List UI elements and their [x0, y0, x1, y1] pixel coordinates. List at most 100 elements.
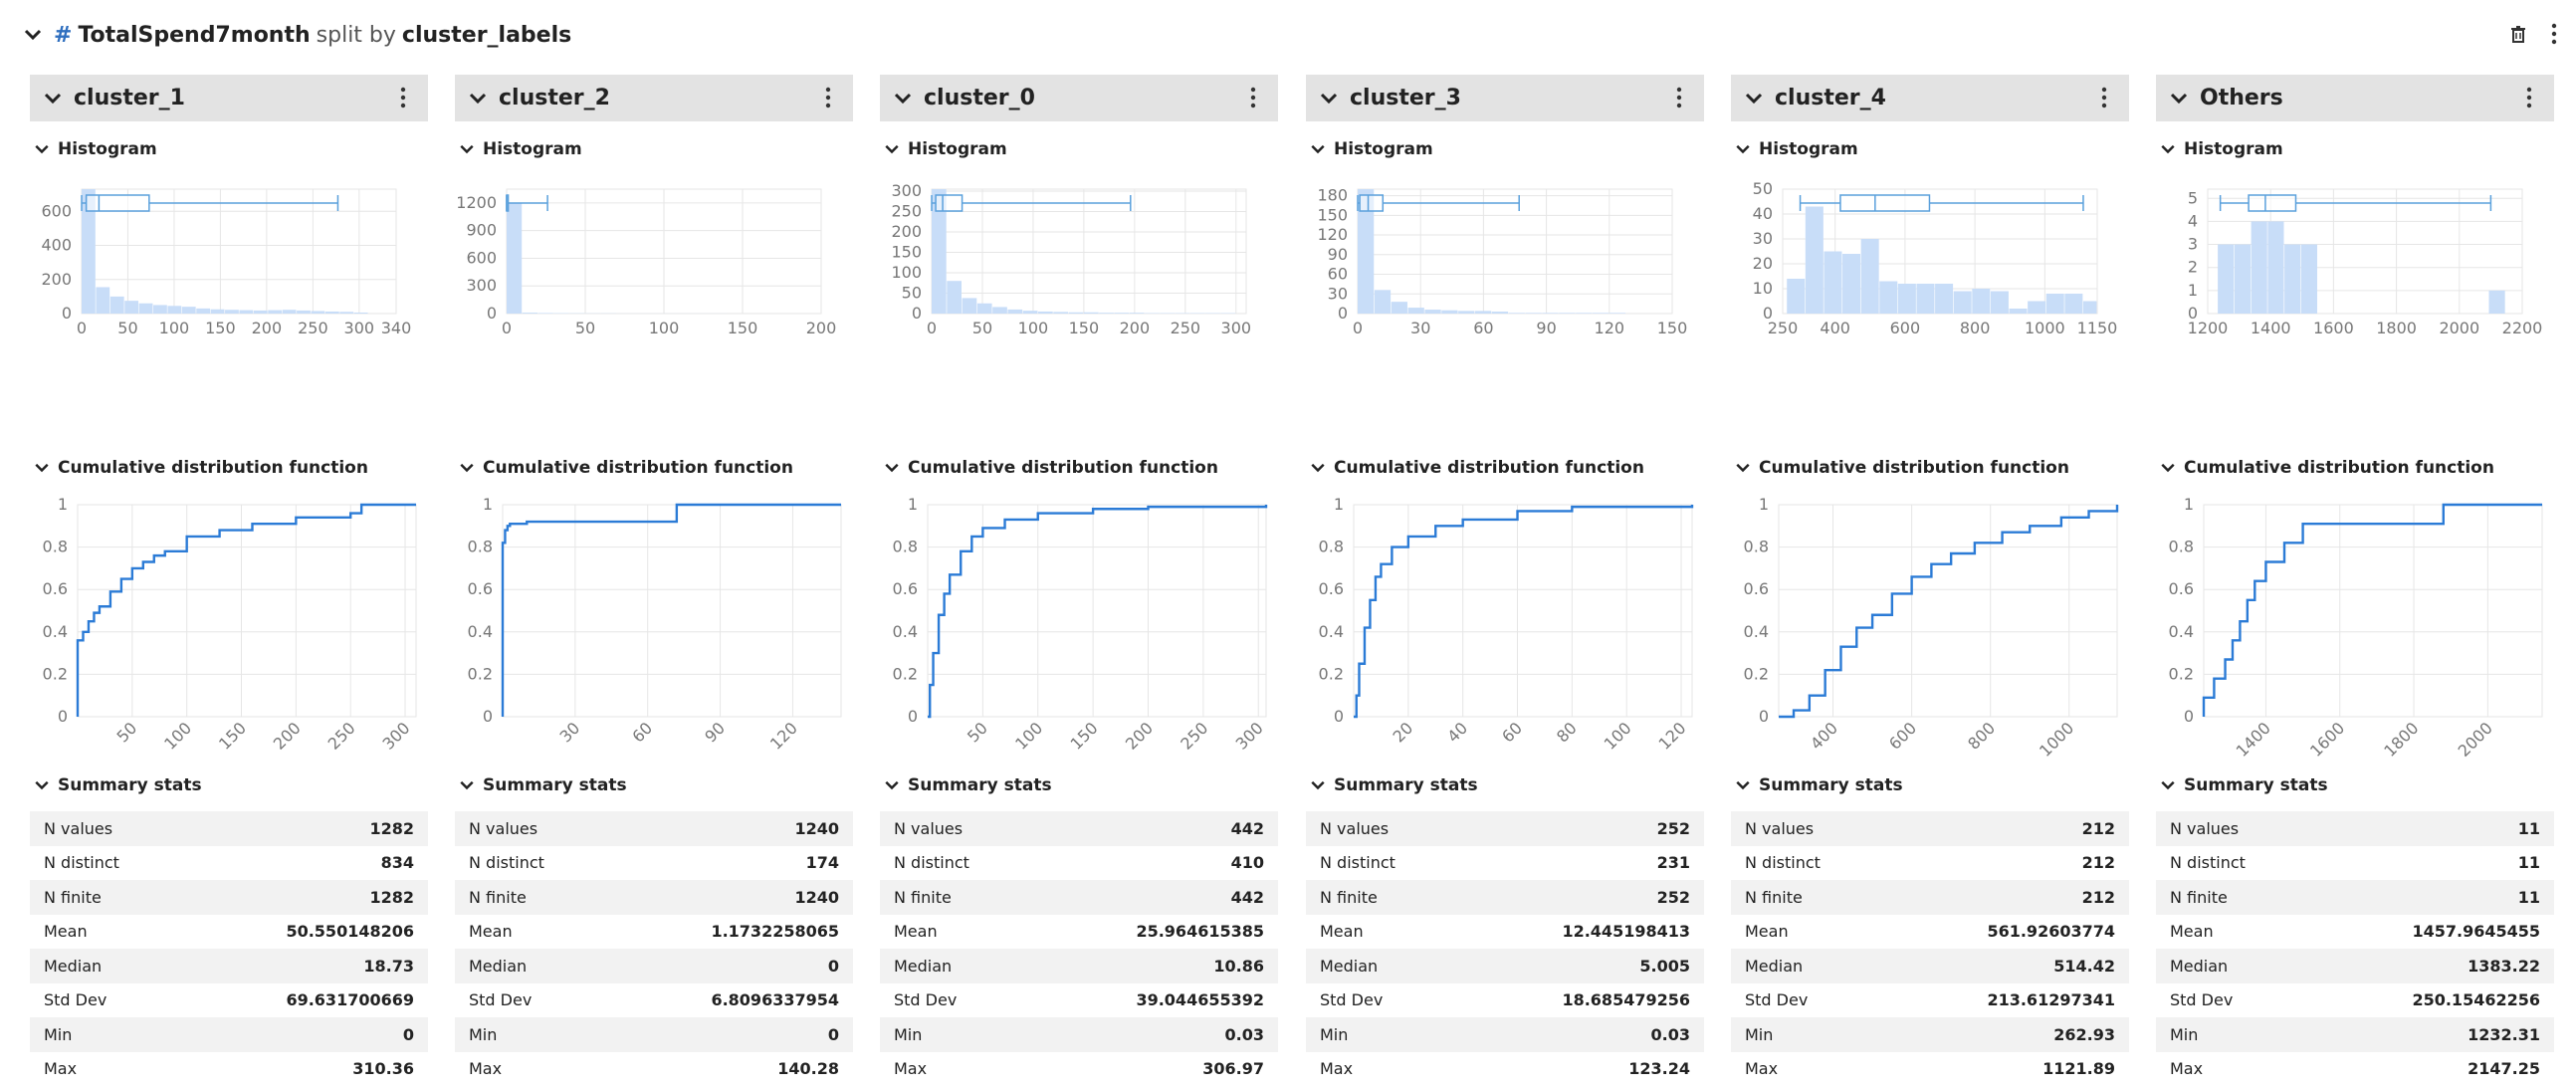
chevron-down-icon[interactable]: [2156, 137, 2180, 161]
chevron-down-icon[interactable]: [455, 137, 479, 161]
summary-stats-table: N values 1240 N distinct 174 N finite 1240 Mea…: [455, 811, 853, 1086]
stat-row: Std Dev 18.685479256: [1306, 983, 1704, 1018]
stat-label: Median: [1320, 956, 1379, 976]
x-tick-label: 150: [205, 319, 236, 337]
chevron-down-icon[interactable]: [18, 20, 48, 50]
histogram-section-toggle[interactable]: Histogram: [1306, 136, 1433, 162]
stat-label: Std Dev: [2170, 990, 2234, 1010]
histogram-bar: [2218, 244, 2235, 314]
stat-value: 0: [827, 956, 839, 976]
histogram-bar: [96, 287, 110, 314]
chevron-down-icon[interactable]: [455, 456, 479, 480]
summary-section-toggle[interactable]: Summary stats: [1306, 772, 1478, 798]
kebab-menu-icon[interactable]: [2516, 85, 2542, 110]
cdf-section-toggle[interactable]: Cumulative distribution function: [880, 455, 1218, 481]
histogram-bar: [1935, 284, 1954, 314]
chevron-down-icon[interactable]: [2164, 84, 2194, 113]
summary-section-toggle[interactable]: Summary stats: [1731, 772, 1903, 798]
panel-cluster_2: cluster_2 Histogram 0 50 100 150 200 0 300 600 900…: [455, 75, 853, 1091]
stat-row: N values 442: [880, 811, 1278, 846]
chevron-down-icon[interactable]: [880, 773, 904, 797]
histogram-bar: [167, 306, 182, 314]
chevron-down-icon[interactable]: [1306, 456, 1330, 480]
chevron-down-icon[interactable]: [1739, 84, 1769, 113]
chevron-down-icon[interactable]: [30, 137, 54, 161]
kebab-menu-icon[interactable]: [1240, 85, 1266, 110]
histogram-section-toggle[interactable]: Histogram: [1731, 136, 1858, 162]
cdf-section-toggle[interactable]: Cumulative distribution function: [1306, 455, 1644, 481]
chevron-down-icon[interactable]: [30, 773, 54, 797]
chevron-down-icon[interactable]: [455, 773, 479, 797]
plot-frame: [931, 188, 1247, 315]
summary-section-toggle[interactable]: Summary stats: [2156, 772, 2328, 798]
cdf-section-toggle[interactable]: Cumulative distribution function: [1731, 455, 2069, 481]
column-name: TotalSpend7month: [78, 22, 311, 48]
cdf-chart: 0 0.2 0.4 0.6 0.8 1 1400 1600 1800 2000: [2169, 495, 2543, 761]
stat-label: Max: [44, 1059, 78, 1079]
stat-row: Max 2147.25: [2156, 1052, 2554, 1087]
y-tick-label: 30: [1328, 284, 1348, 303]
stat-row: Median 1383.22: [2156, 949, 2554, 983]
chevron-down-icon[interactable]: [463, 84, 493, 113]
stat-value: 834: [380, 853, 414, 873]
chevron-down-icon[interactable]: [1731, 456, 1755, 480]
histogram-bar: [1099, 313, 1114, 314]
x-tick-label: 250: [1177, 719, 1211, 754]
panel-header: Others: [2156, 75, 2554, 121]
cdf-section-toggle-label: Cumulative distribution function: [2184, 458, 2494, 478]
chevron-down-icon[interactable]: [888, 84, 918, 113]
cdf-section-toggle[interactable]: Cumulative distribution function: [2156, 455, 2494, 481]
histogram-section-toggle[interactable]: Histogram: [880, 136, 1007, 162]
x-tick-label: 150: [1067, 719, 1102, 754]
kebab-menu-icon[interactable]: [815, 85, 841, 110]
cdf-section-toggle[interactable]: Cumulative distribution function: [455, 455, 793, 481]
x-tick-label: 100: [159, 319, 190, 337]
kebab-menu-icon[interactable]: [2542, 22, 2566, 46]
chevron-down-icon[interactable]: [1306, 773, 1330, 797]
chevron-down-icon[interactable]: [880, 456, 904, 480]
summary-section-toggle[interactable]: Summary stats: [880, 772, 1052, 798]
cdf-line: [1354, 505, 1694, 719]
stat-row: N finite 442: [880, 880, 1278, 915]
stat-value: 18.685479256: [1562, 990, 1690, 1010]
histogram-bar: [1424, 310, 1441, 314]
histogram-bar: [1972, 289, 1991, 314]
chevron-down-icon[interactable]: [2156, 456, 2180, 480]
chevron-down-icon[interactable]: [880, 137, 904, 161]
chevron-down-icon[interactable]: [1306, 137, 1330, 161]
summary-section-toggle[interactable]: Summary stats: [30, 772, 202, 798]
stat-label: N distinct: [1745, 853, 1821, 873]
x-tick-label: 80: [1553, 719, 1581, 747]
y-tick-label: 200: [891, 222, 922, 241]
histogram-section-toggle[interactable]: Histogram: [455, 136, 582, 162]
chevron-down-icon[interactable]: [38, 84, 68, 113]
stat-row: Min 1232.31: [2156, 1017, 2554, 1052]
chevron-down-icon[interactable]: [30, 456, 54, 480]
stat-value: 1282: [369, 818, 414, 838]
x-tick-label: 1600: [2306, 719, 2348, 761]
stat-label: N finite: [894, 887, 952, 907]
x-tick-label: 150: [1657, 319, 1688, 337]
cdf-section-toggle[interactable]: Cumulative distribution function: [30, 455, 368, 481]
chevron-down-icon[interactable]: [1731, 137, 1755, 161]
histogram-section-toggle-label: Histogram: [908, 139, 1007, 159]
histogram-bar: [82, 189, 96, 314]
x-tick-label: 300: [1221, 319, 1252, 337]
kebab-menu-icon[interactable]: [1666, 85, 1692, 110]
x-tick-label: 1400: [2251, 319, 2291, 337]
histogram-bar: [1953, 291, 1972, 314]
histogram-section-toggle[interactable]: Histogram: [30, 136, 157, 162]
trash-icon[interactable]: [2506, 22, 2530, 46]
histogram-section-toggle-label: Histogram: [483, 139, 582, 159]
chevron-down-icon[interactable]: [2156, 773, 2180, 797]
summary-section-toggle[interactable]: Summary stats: [455, 772, 627, 798]
stat-value: 11: [2517, 853, 2540, 873]
kebab-menu-icon[interactable]: [2091, 85, 2117, 110]
chevron-down-icon[interactable]: [1731, 773, 1755, 797]
panel-title: cluster_0: [924, 86, 1035, 110]
chevron-down-icon[interactable]: [1314, 84, 1344, 113]
kebab-menu-icon[interactable]: [390, 85, 416, 110]
histogram-section-toggle[interactable]: Histogram: [2156, 136, 2283, 162]
histogram-bar: [109, 296, 124, 314]
